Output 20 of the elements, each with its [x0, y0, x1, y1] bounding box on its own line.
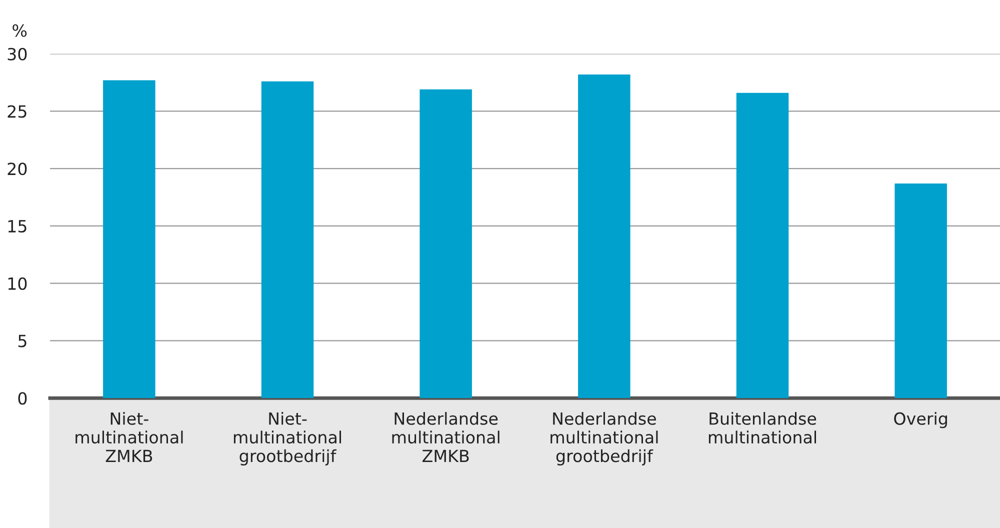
- x-tick-label: Niet- multinational grootbedrijf: [234, 412, 342, 466]
- y-axis-title: %: [12, 24, 27, 37]
- x-tick-label: Nederlandse multinational ZMKB: [392, 412, 500, 462]
- y-tick-label: 25: [8, 105, 26, 118]
- y-tick-label: 15: [8, 220, 26, 233]
- y-tick-label: 30: [8, 48, 27, 60]
- y-tick-label: 5: [18, 334, 26, 348]
- bar: [736, 92, 789, 398]
- x-tick-label: Overig: [894, 412, 947, 428]
- bar: [578, 74, 630, 398]
- x-tick-label: Buitenlandse multinational: [708, 412, 816, 444]
- bar: [261, 81, 314, 398]
- x-tick-label: Niet- multinational ZMKB: [76, 412, 183, 462]
- bar: [103, 80, 156, 398]
- y-tick-label: 10: [8, 277, 27, 290]
- bar: [894, 184, 947, 398]
- y-tick-label: 0: [18, 392, 27, 405]
- bar: [420, 89, 472, 398]
- x-tick-label: Nederlandse multinational grootbedrijf: [550, 412, 658, 466]
- y-tick-label: 20: [8, 162, 27, 176]
